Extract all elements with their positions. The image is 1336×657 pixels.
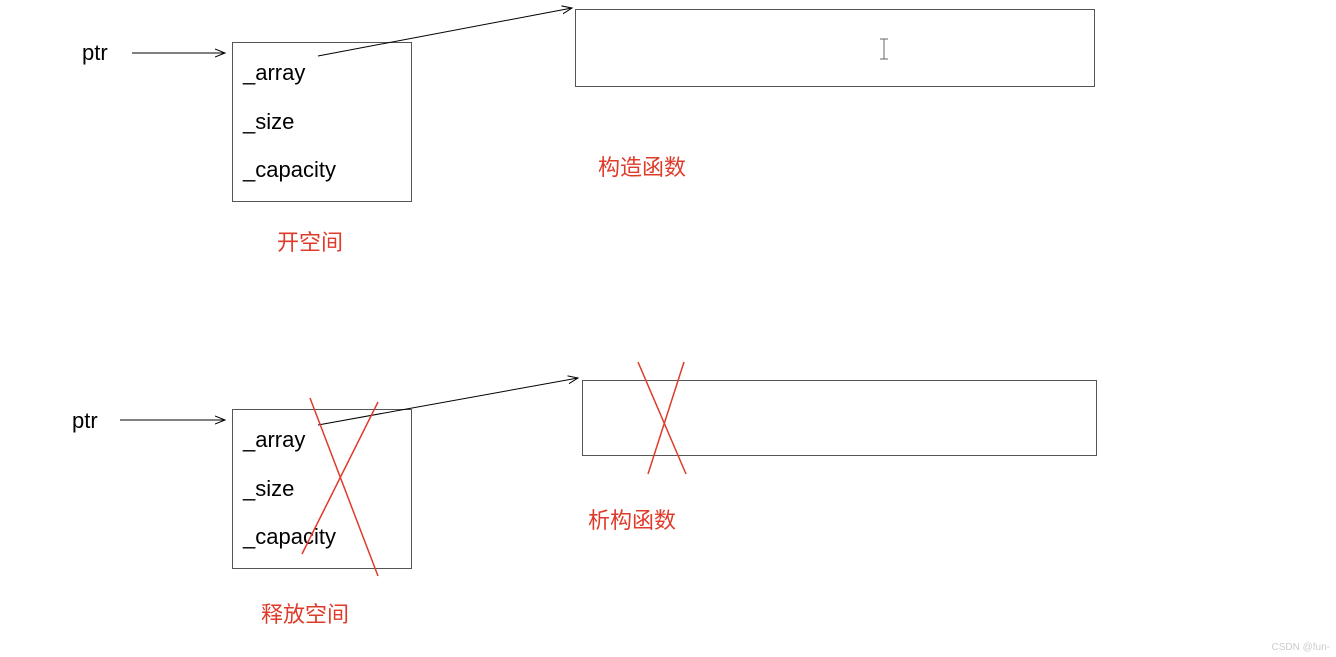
struct-member: _capacity — [243, 156, 401, 185]
svg-overlay — [0, 0, 1336, 657]
diagram-canvas: ptr _array _size _capacity 开空间 构造函数 ptr … — [0, 0, 1336, 657]
watermark: CSDN @fun- — [1272, 642, 1331, 653]
struct-member: _array — [243, 426, 401, 455]
struct-member: _size — [243, 108, 401, 137]
struct-box-2: _array _size _capacity — [232, 409, 412, 569]
ptr-label-1: ptr — [82, 40, 108, 66]
struct-member: _array — [243, 59, 401, 88]
caption-destructor: 析构函数 — [588, 503, 676, 535]
caption-free-space: 释放空间 — [261, 597, 349, 629]
ptr-label-2: ptr — [72, 408, 98, 434]
caption-constructor: 构造函数 — [598, 150, 686, 182]
memory-box-1 — [575, 9, 1095, 87]
memory-box-2 — [582, 380, 1097, 456]
struct-member: _size — [243, 475, 401, 504]
caption-open-space: 开空间 — [277, 225, 343, 257]
struct-member: _capacity — [243, 523, 401, 552]
struct-box-1: _array _size _capacity — [232, 42, 412, 202]
